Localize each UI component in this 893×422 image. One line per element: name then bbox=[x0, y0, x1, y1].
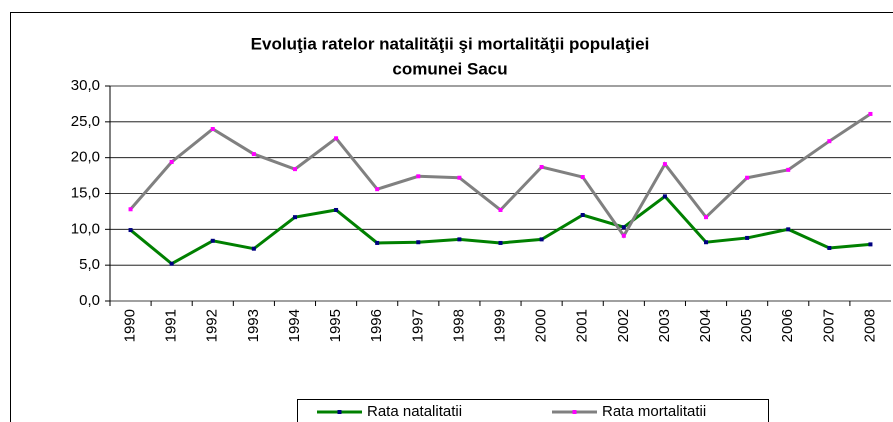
point-marker bbox=[292, 215, 297, 220]
point-marker bbox=[457, 175, 462, 180]
point-marker bbox=[292, 167, 297, 172]
point-marker bbox=[662, 162, 667, 167]
point-marker bbox=[868, 111, 873, 116]
series-line bbox=[129, 112, 872, 239]
x-tick-label: 2001 bbox=[574, 309, 591, 342]
x-tick-label: 1995 bbox=[327, 309, 344, 342]
x-tick-label: 2005 bbox=[738, 309, 755, 342]
x-tick-label: 1993 bbox=[245, 309, 262, 342]
x-tick-label: 2007 bbox=[820, 309, 837, 342]
point-marker bbox=[745, 175, 750, 180]
point-marker bbox=[334, 136, 339, 141]
x-tick-label: 1990 bbox=[122, 309, 139, 342]
chart-title: Evoluţia ratelor natalităţii şi mortalit… bbox=[251, 34, 650, 53]
x-tick-label: 2003 bbox=[656, 309, 673, 342]
point-marker bbox=[169, 261, 174, 266]
point-marker bbox=[580, 175, 585, 180]
point-marker bbox=[210, 127, 215, 131]
point-marker bbox=[580, 213, 585, 217]
y-tick-label: 20,0 bbox=[71, 149, 100, 166]
point-marker bbox=[868, 242, 873, 247]
point-marker bbox=[498, 207, 503, 212]
x-tick-label: 2008 bbox=[861, 309, 878, 342]
legend-marker bbox=[337, 410, 342, 414]
point-marker bbox=[169, 159, 174, 164]
point-marker bbox=[416, 240, 421, 245]
point-marker bbox=[786, 167, 791, 172]
point-marker bbox=[827, 245, 832, 250]
point-marker bbox=[457, 237, 462, 242]
legend-marker bbox=[572, 410, 577, 414]
y-tick-label: 30,0 bbox=[71, 77, 100, 94]
x-tick-label: 2000 bbox=[533, 309, 550, 342]
point-marker bbox=[704, 240, 709, 245]
point-marker bbox=[210, 238, 215, 243]
point-marker bbox=[375, 187, 380, 192]
point-marker bbox=[745, 235, 750, 240]
y-tick-label: 5,0 bbox=[79, 256, 100, 273]
point-marker bbox=[416, 174, 421, 179]
point-marker bbox=[498, 240, 503, 245]
x-tick-label: 1996 bbox=[368, 309, 385, 342]
series-line bbox=[129, 194, 871, 266]
x-tick-label: 1991 bbox=[163, 309, 180, 342]
legend-label: Rata natalitatii bbox=[367, 403, 462, 420]
point-marker bbox=[128, 228, 133, 233]
chart-title: comunei Sacu bbox=[392, 59, 507, 78]
x-tick-label: 1992 bbox=[204, 309, 221, 342]
point-marker bbox=[375, 240, 380, 245]
y-tick-label: 10,0 bbox=[71, 220, 100, 237]
x-tick-label: 2006 bbox=[779, 309, 796, 342]
legend-label: Rata mortalitatii bbox=[602, 403, 706, 420]
x-tick-label: 1994 bbox=[286, 309, 303, 342]
point-marker bbox=[786, 227, 791, 232]
point-marker bbox=[827, 139, 832, 144]
point-marker bbox=[662, 194, 667, 199]
y-tick-label: 0,0 bbox=[79, 292, 100, 309]
point-marker bbox=[251, 152, 256, 157]
y-tick-label: 15,0 bbox=[71, 184, 100, 201]
point-marker bbox=[704, 215, 709, 220]
x-tick-label: 2002 bbox=[615, 309, 632, 342]
point-marker bbox=[128, 207, 133, 212]
x-tick-label: 1998 bbox=[450, 309, 467, 342]
x-tick-label: 2004 bbox=[697, 309, 714, 342]
y-tick-label: 25,0 bbox=[71, 113, 100, 130]
legend-box bbox=[297, 399, 769, 422]
x-tick-label: 1999 bbox=[491, 309, 508, 342]
chart-border bbox=[10, 12, 893, 422]
point-marker bbox=[621, 225, 626, 230]
x-tick-label: 1997 bbox=[409, 309, 426, 342]
point-marker bbox=[334, 207, 339, 212]
point-marker bbox=[539, 237, 544, 242]
point-marker bbox=[539, 164, 544, 169]
point-marker bbox=[251, 246, 256, 251]
point-marker bbox=[621, 233, 626, 238]
